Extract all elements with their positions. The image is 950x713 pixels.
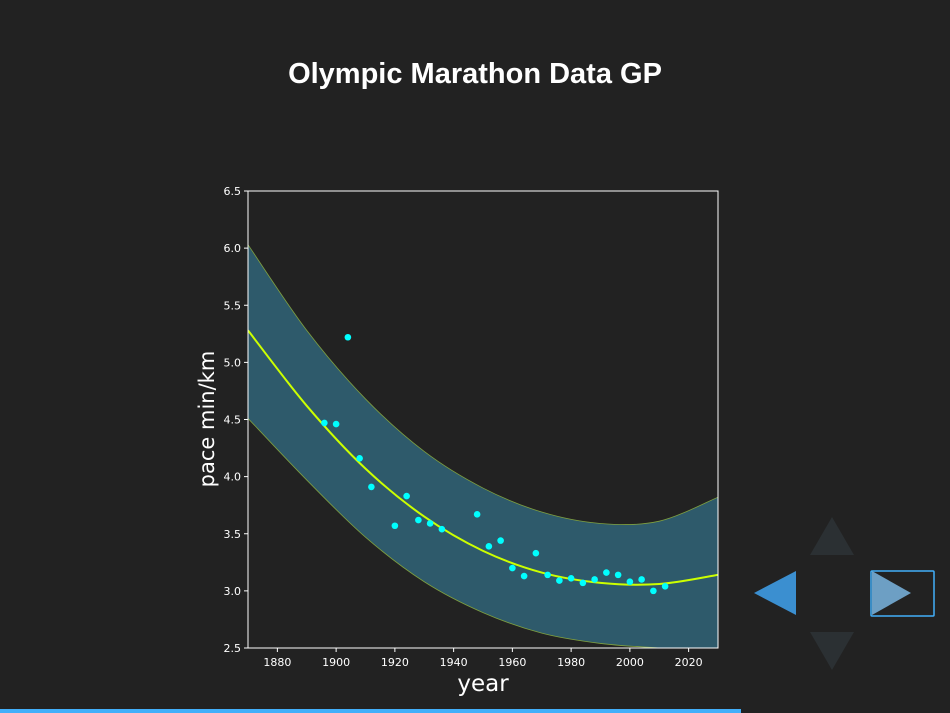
data-point [661,583,669,590]
y-tick-label: 6.5 [224,185,242,198]
nav-right-button[interactable] [870,570,935,617]
data-point [368,483,375,491]
y-axis-label: pace min/km [195,351,219,488]
data-point [567,575,575,582]
data-point [650,587,657,595]
nav-controls [754,517,935,670]
gp-mean-line [248,329,718,586]
data-point [438,525,446,533]
x-axis-label: year [457,671,509,697]
nav-left-icon[interactable] [754,571,796,615]
x-tick-label: 1980 [557,656,585,669]
x-tick-label: 1920 [381,656,409,669]
data-point [544,571,551,579]
data-point [344,333,352,341]
data-point [520,572,528,580]
x-axis: 1880 1900 1920 1940 1960 1980 2000 2020 [263,648,703,669]
x-tick-label: 1900 [322,656,350,669]
nav-down-icon[interactable] [810,632,854,670]
x-tick-label: 1960 [498,656,526,669]
data-point [532,549,540,557]
data-point [391,522,399,530]
data-point [638,576,645,583]
y-axis: 2.5 3.0 3.5 4.0 4.5 5.0 5.5 6.0 6.5 [224,185,248,655]
data-point [509,564,516,572]
data-point [579,579,587,587]
y-tick-label: 3.5 [224,528,242,541]
y-tick-label: 2.5 [224,642,242,655]
data-point [403,492,410,500]
data-points [321,333,669,595]
y-tick-label: 3.0 [224,585,242,598]
band-lower-edge [248,418,666,648]
y-tick-label: 5.0 [224,356,242,369]
data-point [556,577,563,584]
data-point [485,543,493,550]
confidence-band [248,244,718,648]
data-point [626,578,634,586]
y-tick-label: 4.5 [224,414,242,427]
slide-title: Olympic Marathon Data GP [288,58,662,90]
progress-bar [0,709,950,713]
x-tick-label: 2020 [675,656,703,669]
progress-fill [0,709,741,713]
nav-up-icon[interactable] [810,517,854,555]
data-point [415,516,422,524]
data-point [356,455,363,462]
data-point [497,537,504,544]
data-point [591,576,598,583]
x-tick-label: 1940 [440,656,468,669]
y-tick-label: 4.0 [224,471,242,484]
data-point [614,571,622,579]
data-point [473,511,481,518]
x-tick-label: 2000 [616,656,644,669]
x-tick-label: 1880 [263,656,291,669]
data-point [426,520,434,527]
y-tick-label: 5.5 [224,299,242,312]
data-point [332,420,340,428]
y-tick-label: 6.0 [224,242,242,255]
band-upper-edge [248,244,718,525]
data-point [603,569,610,576]
data-point [321,419,328,427]
nav-right-icon[interactable] [872,571,911,615]
